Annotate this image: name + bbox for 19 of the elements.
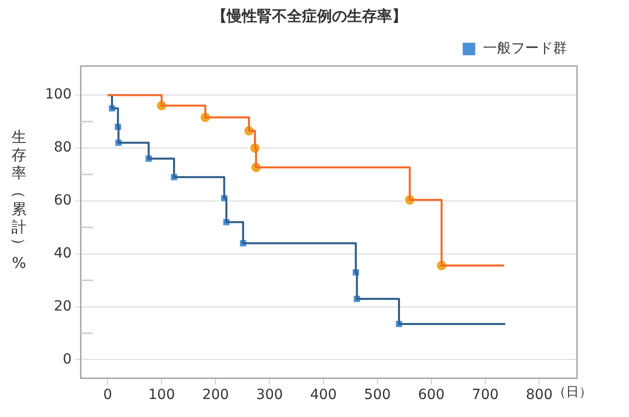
y-tick-label: 60 — [54, 192, 72, 209]
x-tick-label: 300 — [256, 387, 283, 404]
legend-label: 一般フード群 — [483, 40, 567, 57]
y-tick-label: 40 — [54, 245, 72, 262]
x-axis-title: （日） — [553, 385, 592, 400]
x-tick-label: 0 — [103, 387, 112, 404]
y-tick-label: 80 — [54, 140, 72, 156]
x-tick-label: 700 — [472, 387, 499, 404]
y-tick-label: 100 — [44, 86, 72, 103]
x-tick-label: 100 — [148, 387, 176, 404]
y-tick-label: 0 — [62, 351, 72, 368]
x-tick-label: 600 — [418, 387, 445, 404]
y-tick-label: 20 — [54, 298, 72, 314]
x-tick-label: 500 — [364, 387, 391, 404]
x-tick-label: 400 — [310, 387, 337, 404]
chart-title: 【慢性腎不全症例の生存率】 — [212, 6, 407, 25]
x-tick-label: 200 — [202, 387, 229, 404]
y-axis-title: 生存率（累計）% — [9, 128, 29, 272]
x-tick-label: 800 — [526, 387, 553, 404]
